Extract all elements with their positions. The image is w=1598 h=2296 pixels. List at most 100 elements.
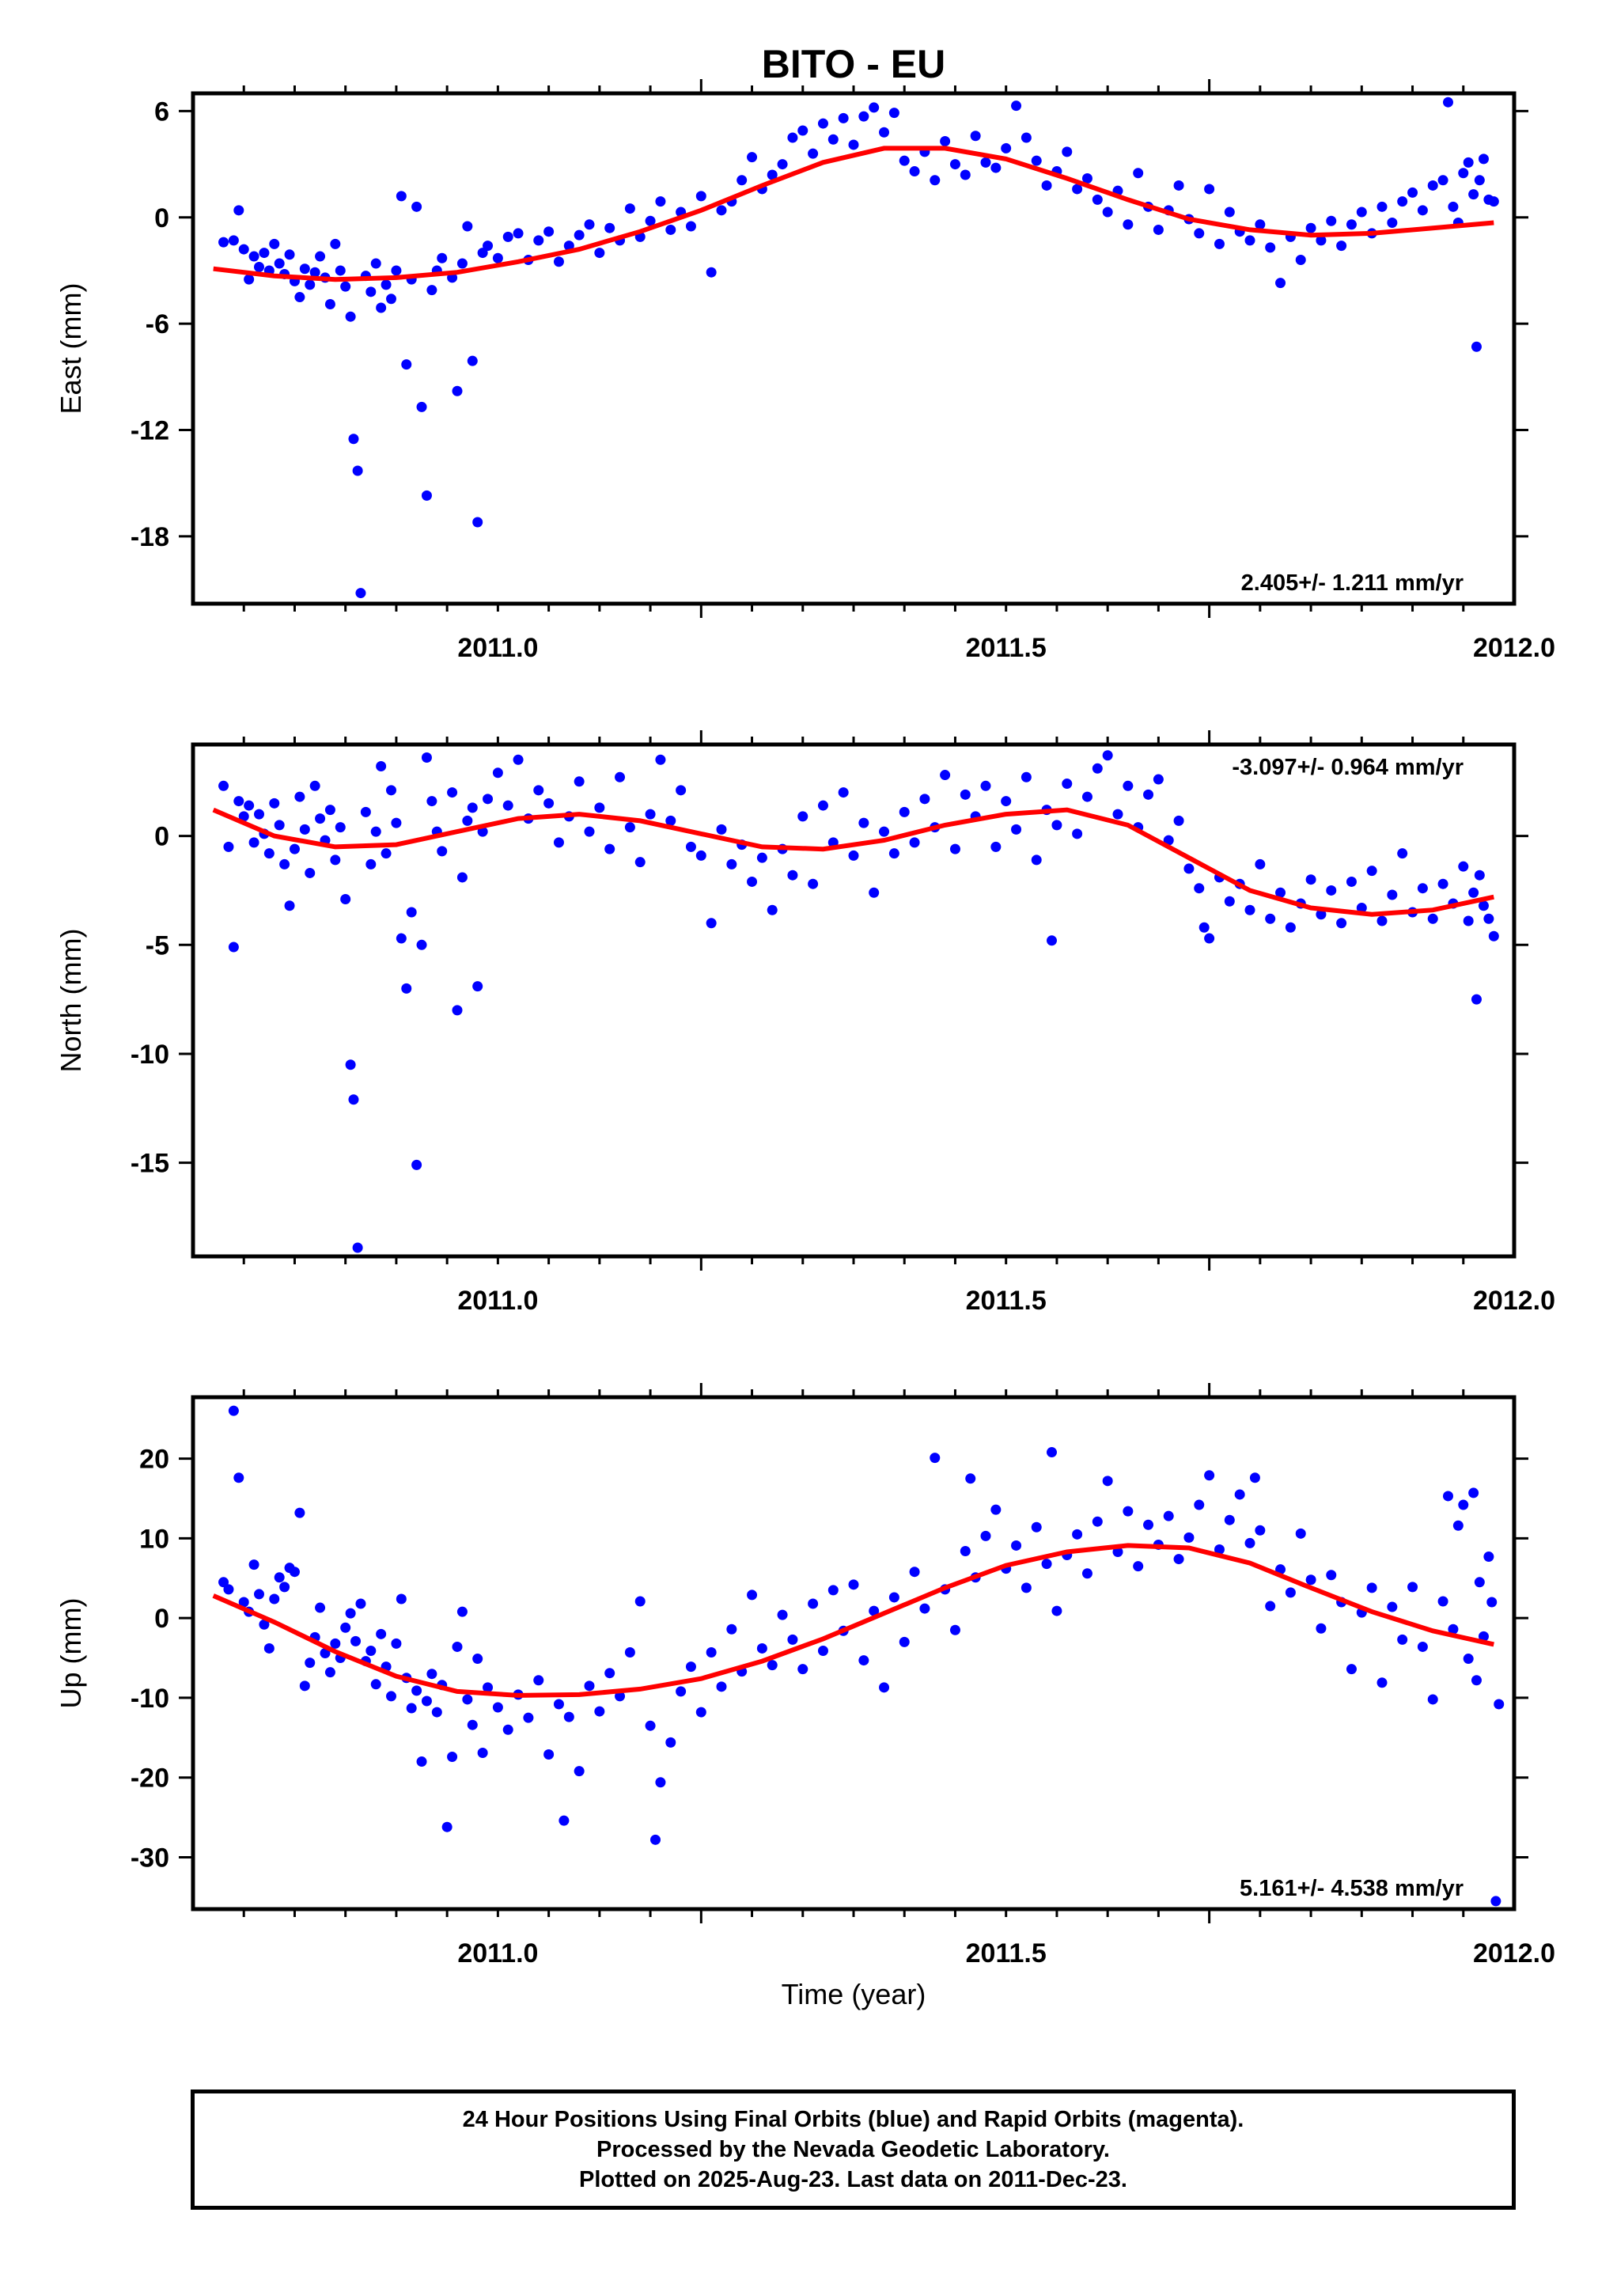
panel-up-data-point [238,1597,249,1608]
panel-up-data-point [1021,1582,1032,1593]
panel-east-data-point [1356,206,1367,218]
panel-up-data-point [695,1707,706,1718]
panel-east-data-point [899,155,910,166]
panel-north-velocity-rate: -3.097+/- 0.964 mm/yr [1232,755,1464,780]
panel-north-data-point [1255,858,1266,870]
panel-east-data-point [1427,180,1438,191]
panel-north-data-point [574,776,585,787]
panel-up-data-point [1081,1568,1092,1579]
panel-east-data-point [1092,194,1103,205]
panel-up-data-point [827,1585,839,1596]
panel-up-data-point [391,1638,402,1649]
panel-east-data-point [848,139,859,150]
panel-north-data-point [1458,861,1469,872]
panel-east-data-point [330,238,341,249]
panel-north-data-point [1153,774,1164,785]
panel-north-data-point [223,841,234,852]
panel-up-data-point [223,1584,234,1595]
panel-up-data-point [533,1675,544,1686]
panel-north-data-point [808,878,819,889]
panel-up-ytick-label: 10 [139,1524,169,1554]
panel-east-data-point [386,294,396,305]
panel-up-data-point [452,1641,463,1652]
panel-up-data-point [1486,1597,1498,1608]
panel-north-data-point [391,817,402,828]
panel-east-data-point [269,238,280,249]
panel-east-data-point [396,191,407,202]
panel-north-data-point [218,780,229,791]
panel-east-data-point [1072,184,1083,195]
panel-north-data-point [1001,796,1012,807]
panel-up-data-point [462,1694,473,1705]
panel-east-data-point [467,355,478,366]
panel-up-data-point [1194,1499,1205,1510]
panel-east-data-point [604,222,615,233]
panel-up-data-point [1234,1489,1245,1500]
panel-east-data-point [1244,235,1255,246]
panel-up-ytick-label: -10 [131,1684,169,1714]
panel-east-data-point [472,517,483,528]
panel-east-xtick-label: 2011.5 [966,633,1047,663]
panel-up-xlabel: Time (year) [782,1978,926,2010]
panel-north-data-point [269,798,280,809]
panel-east-data-point [1387,217,1398,228]
panel-up-data-point [634,1596,646,1607]
panel-up-ytick-label: 0 [154,1604,169,1634]
panel-north-data-point [747,876,758,887]
panel-up-data-point [467,1719,478,1730]
panel-east-data-point [888,108,899,119]
panel-east-data-point [1448,201,1459,212]
panel-east-data-point [1102,206,1113,218]
panel-north-data-point [990,841,1002,852]
panel-up-data-point [294,1507,305,1518]
panel-north-data-point [1483,913,1494,924]
panel-up-data-point [1204,1470,1215,1481]
panel-east-data-point [1397,196,1408,207]
panel-up-data-point [1437,1596,1448,1607]
panel-north-data-point [437,846,448,857]
panel-up-data-point [909,1567,920,1578]
panel-north-data-point [960,789,971,800]
panel-north-data-point [1463,915,1474,926]
panel-east-data-point [665,224,676,235]
panel-north-data-point [1224,896,1235,907]
panel-north-data-point [452,1005,463,1016]
panel-north-data-point [244,800,255,811]
panel-north-data-point [1173,815,1184,826]
panel-up-data-point [1397,1634,1408,1645]
panel-east-data-point [716,205,727,216]
panel-east-data-point [737,175,748,186]
panel-east-data-point [248,251,259,262]
panel-east-data-point [416,401,427,412]
panel-east-data-point [1081,173,1092,184]
panel-up-data-point [965,1473,976,1484]
panel-east-ytick-label: 6 [154,97,169,127]
panel-east-data-point [452,385,463,396]
panel-north-ytick-label: 0 [154,822,169,852]
panel-north-data-point [381,848,392,859]
panel-east-data-point [274,258,285,269]
panel-north-data-point [309,780,320,791]
panel-north-data-point [767,904,778,915]
panel-north-data-point [1356,902,1367,913]
panel-north-data-point [416,939,427,950]
panel-east-data-point [462,221,473,232]
panel-up-data-point [1123,1506,1134,1517]
panel-north-data-point [553,837,564,848]
panel-east-data-point [767,169,778,180]
panel-east-data-point [305,279,316,290]
panel-up-data-point [320,1648,331,1658]
panel-up-data-point [472,1654,483,1665]
panel-up-data-point [1448,1623,1459,1635]
panel-north-xtick-label: 2012.0 [1473,1286,1555,1316]
panel-up-data-point [299,1680,310,1692]
panel-north-data-point [1336,918,1347,929]
panel-up-data-point [594,1706,605,1717]
panel-east-data-point [1265,242,1276,253]
panel-north-data-point [869,887,880,898]
panel-up-data-point [787,1634,798,1645]
panel-north-data-point [1123,780,1134,791]
panel-east-data-point [401,359,412,370]
panel-north-data-point [472,981,483,992]
